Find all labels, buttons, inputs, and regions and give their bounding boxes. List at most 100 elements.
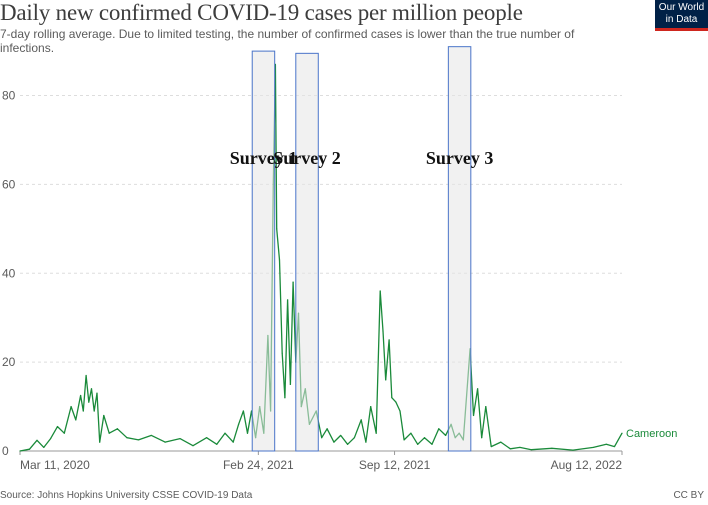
data-point bbox=[360, 419, 362, 421]
data-point bbox=[621, 432, 623, 434]
data-point bbox=[477, 388, 479, 390]
data-point bbox=[289, 383, 291, 385]
data-point bbox=[530, 449, 533, 451]
survey-2-band bbox=[295, 52, 319, 452]
data-point bbox=[164, 441, 166, 443]
data-point bbox=[108, 432, 110, 434]
data-point bbox=[224, 432, 226, 434]
logo-line-2: in Data bbox=[665, 14, 698, 25]
data-point bbox=[237, 423, 240, 425]
owid-logo[interactable]: Our World in Data bbox=[655, 0, 708, 31]
data-point bbox=[613, 445, 616, 448]
data-point bbox=[28, 448, 31, 450]
data-point bbox=[126, 437, 128, 439]
data-point bbox=[96, 392, 98, 394]
series-line-cameroon bbox=[19, 63, 623, 452]
survey-1-label: Survey 1 bbox=[230, 148, 298, 168]
data-point bbox=[232, 441, 234, 443]
data-point bbox=[246, 432, 249, 434]
data-point bbox=[326, 428, 328, 430]
y-tick-label: 80 bbox=[2, 89, 16, 103]
data-point bbox=[75, 419, 77, 421]
survey-2-label: Survey 2 bbox=[273, 148, 341, 168]
data-point bbox=[278, 259, 281, 261]
data-point bbox=[192, 445, 194, 447]
data-point bbox=[375, 432, 377, 434]
data-point bbox=[445, 434, 447, 437]
data-point bbox=[485, 405, 487, 408]
data-point bbox=[90, 388, 93, 390]
data-point bbox=[50, 437, 52, 440]
data-point bbox=[353, 437, 355, 439]
data-point bbox=[85, 374, 87, 377]
data-point bbox=[500, 441, 502, 443]
data-point bbox=[19, 450, 21, 452]
data-point bbox=[321, 437, 323, 439]
source-note[interactable]: Source: Johns Hopkins University CSSE CO… bbox=[0, 490, 253, 501]
data-point bbox=[370, 405, 372, 408]
license-label[interactable]: CC BY bbox=[673, 490, 704, 501]
data-point bbox=[423, 437, 426, 439]
data-point bbox=[103, 414, 105, 417]
chart-title: Daily new confirmed COVID-19 cases per m… bbox=[0, 0, 523, 25]
data-point bbox=[399, 410, 401, 412]
data-point bbox=[410, 432, 412, 434]
data-point bbox=[205, 437, 208, 439]
data-point bbox=[137, 439, 140, 441]
data-point bbox=[417, 443, 419, 445]
data-point bbox=[287, 299, 289, 301]
data-point bbox=[284, 397, 286, 399]
data-point bbox=[382, 330, 384, 332]
x-tick-label: Mar 11, 2020 bbox=[20, 458, 90, 472]
data-point bbox=[63, 432, 65, 434]
data-point bbox=[99, 441, 101, 443]
data-point bbox=[333, 441, 335, 443]
y-tick-label: 0 bbox=[2, 444, 9, 458]
data-point bbox=[472, 414, 475, 417]
data-point bbox=[403, 439, 405, 441]
data-point bbox=[509, 448, 511, 450]
chart-subtitle: 7-day rolling average. Due to limited te… bbox=[0, 27, 575, 55]
data-point bbox=[82, 410, 84, 412]
data-point bbox=[36, 439, 38, 441]
data-point bbox=[379, 290, 381, 292]
data-point bbox=[70, 405, 72, 408]
data-point bbox=[179, 437, 181, 440]
data-point bbox=[281, 352, 283, 354]
data-point bbox=[481, 437, 483, 439]
data-point bbox=[385, 379, 387, 381]
x-tick-label: Sep 12, 2021 bbox=[359, 458, 431, 472]
x-tick-label: Aug 12, 2022 bbox=[551, 458, 623, 472]
y-tick-label: 40 bbox=[2, 266, 16, 280]
series-label-cameroon: Cameroon bbox=[626, 428, 677, 440]
data-point bbox=[395, 401, 397, 403]
data-point bbox=[80, 394, 82, 397]
data-point bbox=[216, 443, 218, 445]
data-point bbox=[438, 428, 440, 430]
x-tick-label: Feb 24, 2021 bbox=[223, 458, 294, 472]
data-point bbox=[572, 449, 574, 451]
data-point bbox=[346, 443, 349, 445]
data-point bbox=[56, 425, 59, 428]
data-point bbox=[431, 443, 433, 445]
data-point bbox=[88, 401, 90, 403]
data-point bbox=[116, 428, 118, 430]
survey-3-label: Survey 3 bbox=[426, 148, 494, 168]
data-point bbox=[592, 446, 594, 449]
survey-1-band bbox=[251, 50, 276, 452]
data-point bbox=[93, 410, 95, 412]
data-point bbox=[340, 434, 342, 437]
data-point bbox=[43, 446, 45, 449]
survey-3-band bbox=[447, 46, 472, 452]
data-point bbox=[292, 281, 294, 283]
data-point bbox=[365, 441, 367, 443]
data-point bbox=[242, 410, 244, 412]
y-tick-label: 60 bbox=[2, 177, 16, 191]
data-point bbox=[150, 434, 153, 437]
data-point bbox=[388, 339, 390, 341]
data-point bbox=[276, 228, 278, 230]
y-tick-label: 20 bbox=[2, 355, 16, 369]
logo-line-1: Our World bbox=[658, 2, 705, 13]
data-point bbox=[391, 397, 393, 399]
